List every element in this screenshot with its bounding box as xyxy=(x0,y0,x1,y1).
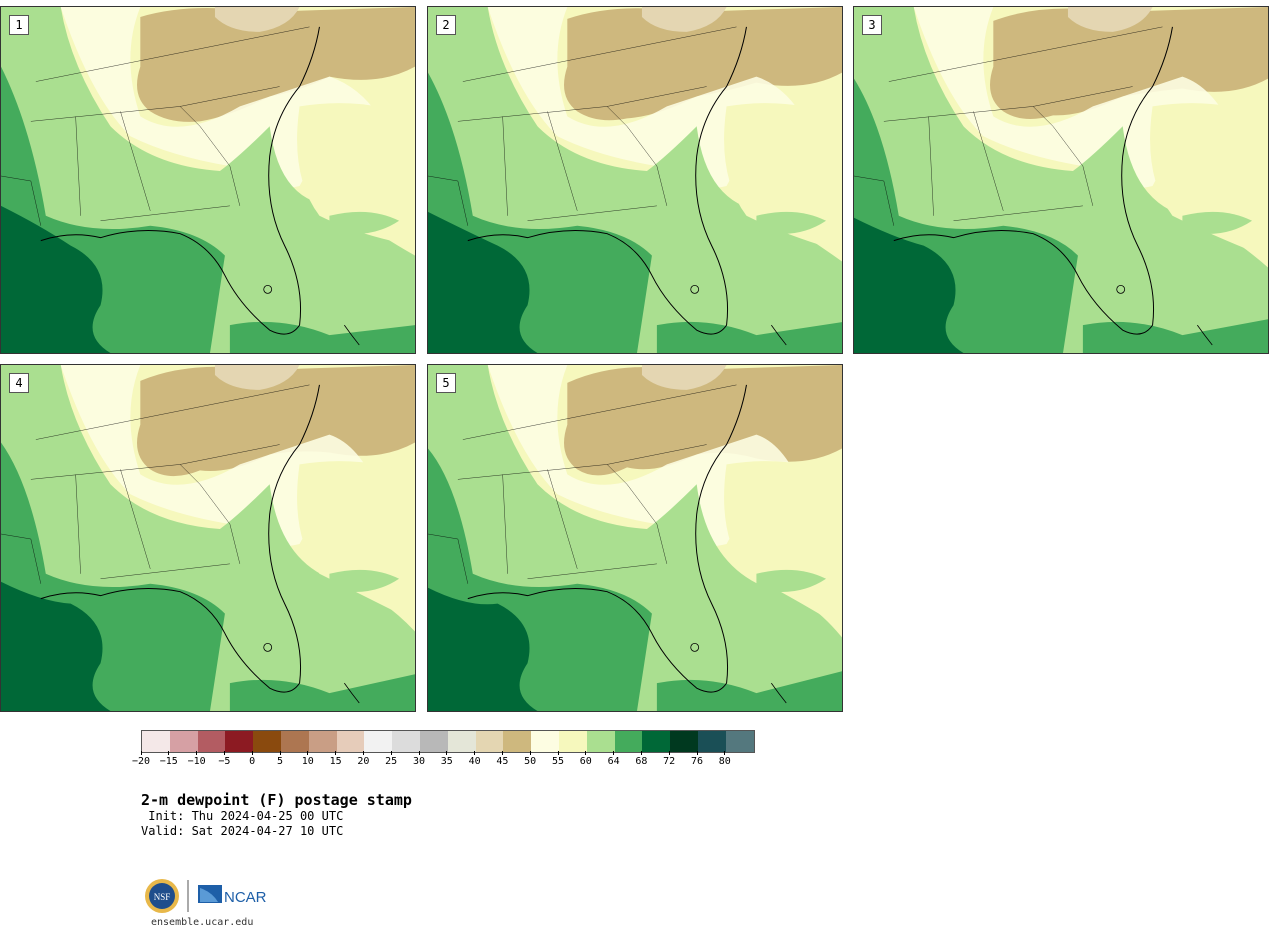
dewpoint-map xyxy=(428,365,842,711)
colorbar-tick-label: −10 xyxy=(177,751,217,767)
logos: NSF NCAR xyxy=(145,879,267,913)
dewpoint-map xyxy=(428,7,842,353)
colorbar-segment xyxy=(503,731,532,752)
colorbar-tick-label: 68 xyxy=(621,751,661,767)
colorbar-segment xyxy=(586,731,615,752)
colorbar-segment xyxy=(558,731,587,752)
colorbar-segment xyxy=(475,731,504,752)
colorbar-tick-label: −15 xyxy=(149,751,189,767)
member-panel-1: 1 xyxy=(0,6,416,354)
colorbar-segment xyxy=(308,731,337,752)
colorbar-tick-label: 10 xyxy=(288,751,328,767)
colorbar xyxy=(141,730,755,753)
dewpoint-map xyxy=(854,7,1268,353)
colorbar-ticks: −20 −15 −10 −5 0 5 10 15 20 25 30 35 40 45 50 55 60 64 68 7… xyxy=(132,751,757,773)
nsf-logo-icon: NSF xyxy=(145,879,179,913)
member-panel-5: 5 xyxy=(427,364,843,712)
panel-number: 4 xyxy=(9,373,29,393)
colorbar-segment xyxy=(364,731,393,752)
colorbar-segment xyxy=(670,731,698,752)
colorbar-segment xyxy=(142,731,170,752)
panel-number: 5 xyxy=(436,373,456,393)
colorbar-segment xyxy=(447,731,476,752)
colorbar-tick-label: 15 xyxy=(316,751,356,767)
member-panel-3: 3 xyxy=(853,6,1269,354)
dewpoint-map xyxy=(1,7,415,353)
ncar-logo-icon: NCAR xyxy=(198,885,267,906)
colorbar-tick-label: 80 xyxy=(705,751,745,767)
panel-number: 2 xyxy=(436,15,456,35)
valid-time: Valid: Sat 2024-04-27 10 UTC xyxy=(141,824,344,838)
colorbar-tick-label: 55 xyxy=(538,751,578,767)
colorbar-segment xyxy=(725,731,754,752)
colorbar-tick-label: 40 xyxy=(455,751,495,767)
colorbar-segment xyxy=(697,731,726,752)
colorbar-segment xyxy=(280,731,309,752)
colorbar-tick-label: −5 xyxy=(204,751,244,767)
colorbar-tick-label: 45 xyxy=(482,751,522,767)
colorbar-tick-label: 0 xyxy=(232,751,272,767)
colorbar-tick-label: 64 xyxy=(594,751,634,767)
member-panel-4: 4 xyxy=(0,364,416,712)
panel-number: 3 xyxy=(862,15,882,35)
colorbar-segment xyxy=(336,731,365,752)
colorbar-tick-label: 50 xyxy=(510,751,550,767)
colorbar-segment xyxy=(225,731,254,752)
colorbar-segment xyxy=(642,731,671,752)
colorbar-tick-label: 35 xyxy=(427,751,467,767)
colorbar-segment xyxy=(531,731,559,752)
colorbar-tick-label: 76 xyxy=(677,751,717,767)
colorbar-segment xyxy=(197,731,226,752)
colorbar-tick-label: −20 xyxy=(121,751,161,767)
colorbar-segment xyxy=(253,731,281,752)
panel-number: 1 xyxy=(9,15,29,35)
colorbar-tick-label: 5 xyxy=(260,751,300,767)
colorbar-tick-label: 60 xyxy=(566,751,606,767)
colorbar-segment xyxy=(419,731,448,752)
nsf-logo-text: NSF xyxy=(154,892,171,902)
init-time: Init: Thu 2024-04-25 00 UTC xyxy=(141,809,344,823)
page-title: 2-m dewpoint (F) postage stamp xyxy=(141,791,412,809)
colorbar-tick-label: 30 xyxy=(399,751,439,767)
colorbar-tick-label: 72 xyxy=(649,751,689,767)
colorbar-tick-label: 25 xyxy=(371,751,411,767)
colorbar-segment xyxy=(614,731,643,752)
footer-url: ensemble.ucar.edu xyxy=(151,917,254,928)
dewpoint-map xyxy=(1,365,415,711)
member-panel-2: 2 xyxy=(427,6,843,354)
colorbar-segment xyxy=(392,731,420,752)
ncar-logo-text: NCAR xyxy=(224,889,267,906)
colorbar-tick-label: 20 xyxy=(343,751,383,767)
colorbar-segment xyxy=(169,731,198,752)
